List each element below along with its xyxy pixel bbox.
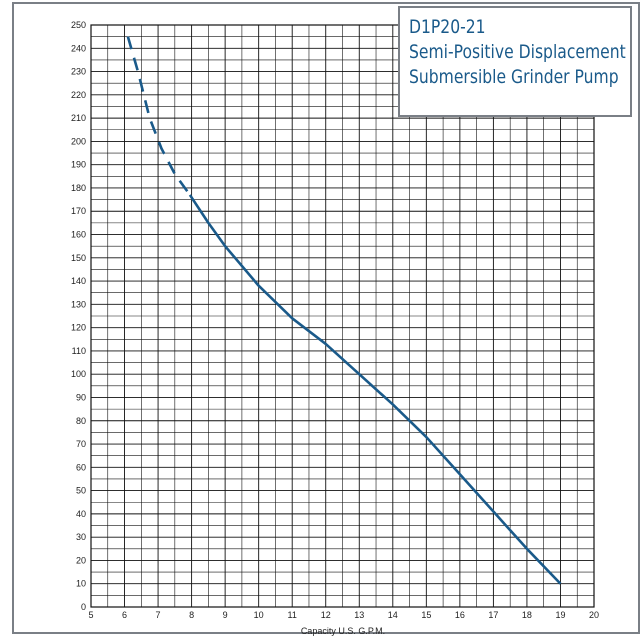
- x-tick-label: 8: [189, 610, 194, 620]
- y-tick-label: 30: [76, 532, 86, 542]
- chart-title: D1P20-21: [409, 16, 486, 38]
- x-tick-label: 13: [354, 610, 364, 620]
- performance-curve-dashed: [126, 36, 191, 196]
- y-tick-label: 150: [71, 253, 86, 263]
- performance-curve-solid: [188, 194, 562, 585]
- x-tick-label: 20: [589, 610, 599, 620]
- y-tick-label: 190: [71, 160, 86, 170]
- x-tick-label: 5: [88, 610, 93, 620]
- y-tick-label: 160: [71, 230, 86, 240]
- y-tick-label: 50: [76, 486, 86, 496]
- x-tick-label: 11: [288, 610, 297, 620]
- y-tick-label: 20: [76, 555, 86, 565]
- x-tick-label: 17: [488, 610, 498, 620]
- y-tick-label: 110: [72, 346, 86, 356]
- x-tick-label: 14: [388, 610, 398, 620]
- y-tick-label: 220: [71, 90, 86, 100]
- y-tick-label: 240: [71, 43, 86, 53]
- x-tick-label: 10: [254, 610, 264, 620]
- x-tick-label: 19: [555, 610, 565, 620]
- y-tick-label: 140: [71, 276, 86, 286]
- y-tick-label: 120: [71, 323, 86, 333]
- y-tick-label: 10: [76, 579, 86, 589]
- y-tick-label: 180: [71, 183, 86, 193]
- y-tick-label: 250: [71, 20, 86, 30]
- y-tick-label: 60: [76, 462, 86, 472]
- x-tick-label: 18: [522, 610, 532, 620]
- x-tick-label: 12: [321, 610, 331, 620]
- y-tick-label: 40: [76, 509, 86, 519]
- title-box: D1P20-21 Semi-Positive Displacement Subm…: [398, 6, 632, 117]
- x-tick-label: 15: [421, 610, 431, 620]
- y-tick-label: 90: [76, 392, 86, 402]
- y-tick-label: 230: [71, 67, 86, 77]
- y-tick-label: 170: [71, 206, 86, 216]
- x-axis: 5 6 7 8 9 10 11 12 13 14 15 16 17 18 19 20: [88, 610, 599, 620]
- x-tick-label: 9: [223, 610, 228, 620]
- y-tick-label: 130: [71, 299, 86, 309]
- x-axis-label: Capacity U.S. G.P.M.: [301, 626, 385, 636]
- y-axis: 0 10 20 30 40 50 60 70 80 90 100 110 120 130 140 150 160…: [71, 20, 86, 612]
- x-tick-label: 16: [455, 610, 465, 620]
- y-tick-label: 200: [71, 136, 86, 146]
- y-tick-label: 70: [76, 439, 86, 449]
- x-tick-label: 7: [156, 610, 161, 620]
- y-tick-label: 210: [71, 113, 86, 123]
- x-tick-label: 6: [122, 610, 127, 620]
- y-tick-label: 0: [81, 602, 86, 612]
- y-tick-label: 100: [71, 369, 86, 379]
- series-group: [126, 36, 562, 585]
- chart-subtitle-line-1: Semi-Positive Displacement: [409, 41, 626, 63]
- plot-border: [90, 24, 595, 608]
- y-tick-label: 80: [76, 416, 86, 426]
- chart-subtitle-line-2: Submersible Grinder Pump: [409, 66, 619, 88]
- plot-area-border: [90, 24, 595, 608]
